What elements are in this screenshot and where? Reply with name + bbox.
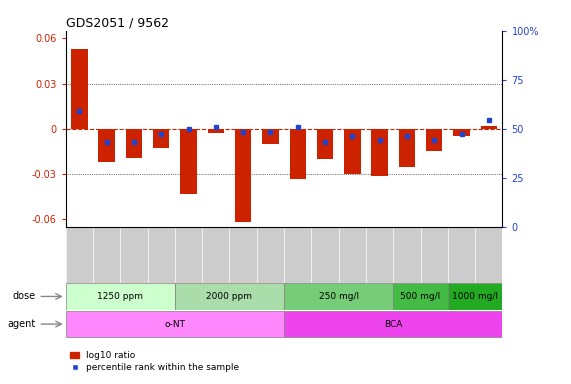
- Text: 1250 ppm: 1250 ppm: [97, 292, 143, 301]
- Bar: [481, 126, 497, 129]
- Text: 500 mg/l: 500 mg/l: [400, 292, 441, 301]
- Text: GDS2051 / 9562: GDS2051 / 9562: [66, 17, 168, 30]
- Bar: [208, 129, 224, 133]
- Bar: [235, 129, 251, 222]
- Text: dose: dose: [13, 291, 35, 301]
- Text: 1000 mg/l: 1000 mg/l: [452, 292, 498, 301]
- Bar: [393, 283, 448, 310]
- Text: 250 mg/l: 250 mg/l: [319, 292, 359, 301]
- Bar: [344, 129, 360, 174]
- Bar: [175, 283, 284, 310]
- Bar: [180, 129, 196, 194]
- Bar: [371, 129, 388, 175]
- Bar: [453, 129, 470, 136]
- Bar: [262, 129, 279, 144]
- Bar: [317, 129, 333, 159]
- Bar: [126, 129, 142, 157]
- Bar: [98, 129, 115, 162]
- Bar: [66, 283, 175, 310]
- Bar: [66, 311, 284, 338]
- Bar: [71, 49, 87, 129]
- Legend: log10 ratio, percentile rank within the sample: log10 ratio, percentile rank within the …: [70, 351, 240, 372]
- Bar: [399, 129, 415, 167]
- Bar: [289, 129, 306, 179]
- Bar: [153, 129, 170, 149]
- Bar: [426, 129, 443, 151]
- Bar: [284, 283, 393, 310]
- Text: 2000 ppm: 2000 ppm: [207, 292, 252, 301]
- Text: agent: agent: [7, 319, 35, 329]
- Text: BCA: BCA: [384, 319, 403, 329]
- Text: o-NT: o-NT: [164, 319, 186, 329]
- Bar: [448, 283, 502, 310]
- Bar: [284, 311, 502, 338]
